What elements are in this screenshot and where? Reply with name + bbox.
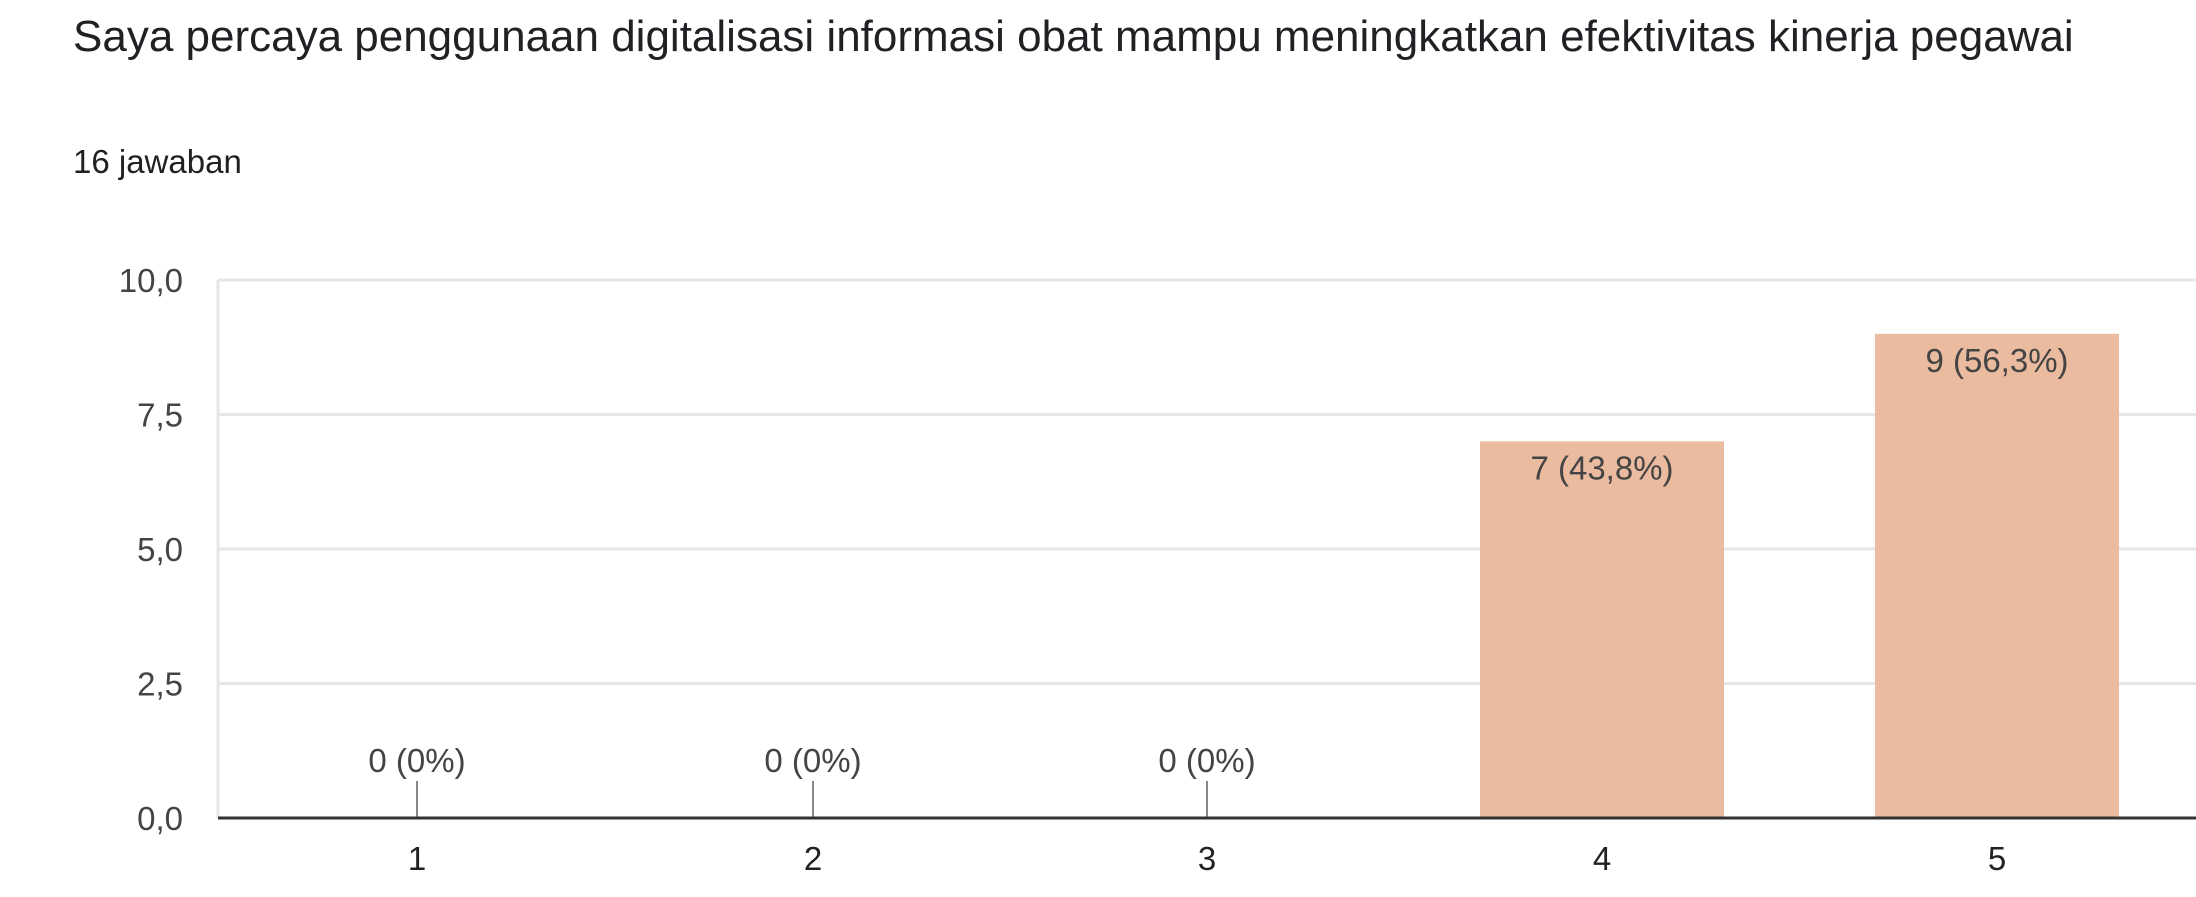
bar-data-label: 0 (0%) <box>764 742 861 779</box>
y-tick-label: 0,0 <box>137 800 183 837</box>
question-title: Saya percaya penggunaan digitalisasi inf… <box>73 12 2074 61</box>
x-tick-label: 2 <box>804 840 822 877</box>
bar <box>1480 441 1724 818</box>
response-count: 16 jawaban <box>73 143 242 180</box>
y-tick-label: 5,0 <box>137 531 183 568</box>
y-tick-label: 7,5 <box>137 397 183 434</box>
x-tick-label: 1 <box>408 840 426 877</box>
x-tick-label: 3 <box>1198 840 1216 877</box>
data-labels: 0 (0%) 0 (0%) 0 (0%) 7 (43,8%) 9 (56,3%) <box>368 342 2068 779</box>
bar-data-label: 0 (0%) <box>1158 742 1255 779</box>
gridlines <box>216 278 2196 818</box>
x-tick-label: 5 <box>1988 840 2006 877</box>
x-tick-label: 4 <box>1593 840 1611 877</box>
bars <box>416 333 2119 818</box>
bar-data-label: 7 (43,8%) <box>1530 449 1673 486</box>
bar-data-label: 9 (56,3%) <box>1925 342 2068 379</box>
bar-data-label: 0 (0%) <box>368 742 465 779</box>
y-tick-label: 10,0 <box>119 262 183 299</box>
y-tick-label: 2,5 <box>137 666 183 703</box>
bar <box>1875 333 2119 818</box>
y-axis-ticks: 0,0 2,5 5,0 7,5 10,0 <box>119 262 183 837</box>
x-axis-ticks: 1 2 3 4 5 <box>408 840 2006 877</box>
